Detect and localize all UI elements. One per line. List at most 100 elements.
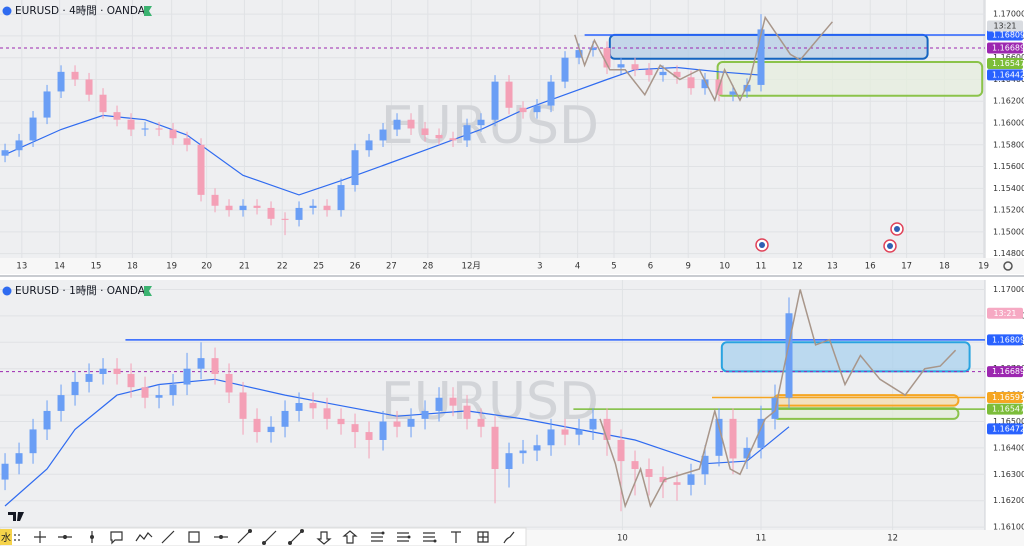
toolbar-dot [248,529,252,533]
y-tick-label: 1.16100 [993,523,1024,532]
candle-body [169,384,177,396]
settings-icon [1003,261,1013,271]
candle-body [463,125,471,141]
y-tick-label: 1.15400 [993,184,1024,193]
toolbar-icon[interactable] [423,532,435,542]
candle-body [435,134,443,139]
candle-body [337,185,345,211]
candle-body [113,112,121,120]
y-tick-label: 1.16000 [993,119,1024,128]
candle-body [85,373,93,382]
candle-body [575,50,583,58]
candle-body [547,81,555,106]
toolbar-bg [0,527,527,546]
candle-body [393,421,401,427]
y-tick-label: 1.15800 [993,140,1024,149]
candle-body [351,424,359,433]
x-tick-label: 9 [686,262,691,272]
candle-body [267,207,275,219]
candle-body [253,205,261,208]
symbol-icon [2,286,12,296]
candle-body [491,81,499,120]
price-label: 1.16809 [992,30,1024,39]
price-zone [772,394,960,407]
x-tick-label: 25 [313,262,324,272]
toolbar-icon[interactable] [161,530,175,544]
chart-title: EURUSD · 4時間 · OANDA [15,5,146,17]
candle-body [757,418,765,448]
toolbar-icon[interactable] [477,531,489,543]
toolbar-icon[interactable] [397,532,409,542]
candle-body [1,463,9,480]
toolbar-icon[interactable] [34,531,46,543]
x-tick-label: 12月 [462,262,481,272]
price-label: 1.16591 [992,393,1024,402]
candle-body [407,119,415,129]
candle-body [127,119,135,130]
toolbar-icon[interactable] [342,530,358,544]
toolbar-dot [90,535,94,539]
candle-body [253,418,261,433]
moving-average [4,66,762,196]
toolbar-icon[interactable] [135,532,153,542]
candle-body [15,140,23,151]
toolbar-icon[interactable] [451,531,461,543]
candle-body [85,79,93,95]
x-tick-label: 14 [54,262,65,272]
x-tick-label: 4 [575,262,580,272]
candle-body [365,432,373,440]
toolbar-dot [219,535,223,539]
candle-body [225,373,233,393]
x-tick-label: 20 [201,262,212,272]
watermark: EURUSD [381,372,599,432]
candle-body [225,205,233,211]
candle-body [1,150,9,156]
x-tick-label: 28 [422,262,433,272]
toolbar-icon[interactable] [237,530,251,544]
flag-icon [144,286,152,296]
toolbar-dot [288,541,292,545]
price-zone [608,33,929,60]
toolbar-icon[interactable] [289,530,303,544]
countdown-bg [987,307,1023,319]
candle-body [617,64,625,68]
candle-body [491,426,499,470]
candle-body [407,418,415,427]
toolbar-icon[interactable] [110,531,123,545]
candle-body [365,140,373,151]
flag-icon [144,6,152,16]
toolbar-icon[interactable] [371,532,383,542]
candle-body [421,410,429,419]
candle-body [281,218,289,220]
x-tick-label: 26 [350,262,361,272]
price-zone [720,341,971,373]
y-tick-label: 1.16400 [993,443,1024,452]
candle-body [463,405,471,419]
toolbar-icon[interactable] [503,531,515,544]
toolbar-icon[interactable] [14,534,20,541]
candle-body [351,150,359,186]
candle-body [323,408,331,419]
toolbar-icon[interactable] [188,531,200,543]
x-tick-label: 13 [827,262,838,272]
toolbar-label[interactable]: 水 [1,532,11,544]
y-tick-label: 1.16200 [993,496,1024,505]
candle-body [337,418,345,425]
candle-body [71,71,79,80]
chart-panel: EURUSD EURUSD · 4時間 · OANDA 1.14800 1.15000… [0,0,1024,272]
y-tick-label: 1.15600 [993,162,1024,171]
candle-body [155,395,163,398]
drawing-toolbar: 水 [0,512,527,546]
candle-body [533,445,541,451]
toolbar-icon[interactable] [263,530,277,544]
candle-body [421,128,429,135]
toolbar-icon[interactable] [316,531,332,545]
candle-body [267,426,275,433]
x-tick-label: 16 [865,262,876,272]
watermark: EURUSD [381,96,599,156]
x-tick-label: 27 [386,262,397,272]
price-label-bg [987,423,1023,435]
y-tick-label: 1.17000 [993,10,1024,19]
price-label: 1.16689 [992,367,1024,376]
brand-logo [8,512,24,521]
